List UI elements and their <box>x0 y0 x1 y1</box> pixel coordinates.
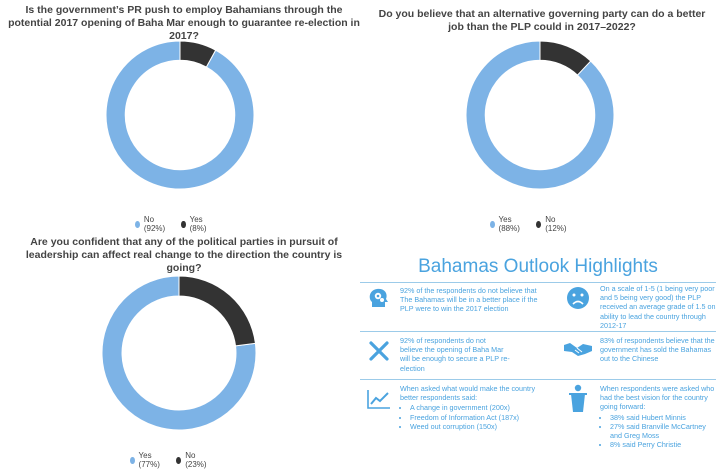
highlight-cell-1: 92% of the respondents do not believe th… <box>400 286 550 314</box>
x-mark-icon <box>369 341 389 361</box>
bullet-item: 38% said Hubert Minnis <box>610 413 718 422</box>
highlight-cell-2: On a scale of 1-5 (1 being very poor and… <box>600 284 720 330</box>
chart-2-legend: Yes (88%) No (12%) <box>490 215 569 233</box>
legend-swatch-no <box>536 220 542 228</box>
divider <box>360 282 716 283</box>
chart-3-legend: Yes (77%) No (23%) <box>130 451 209 469</box>
legend-label: No (92%) <box>143 215 166 233</box>
divider <box>360 331 716 332</box>
highlight-cell-4: 83% of respondents believe that the gove… <box>600 336 715 364</box>
podium-speaker-icon <box>569 384 587 412</box>
bullet-item: 27% said Branville McCartney and Greg Mo… <box>610 422 718 440</box>
highlights-panel: Bahamas Outlook Highlights 92% of the re… <box>356 256 720 474</box>
chart-1-question: Is the government’s PR push to employ Ba… <box>8 4 360 42</box>
chart-1-donut <box>105 40 255 190</box>
donut-slice-no <box>105 40 255 190</box>
legend-label: No (12%) <box>545 215 567 233</box>
highlight-text: 83% of respondents believe that the gove… <box>600 336 715 364</box>
chart-1-legend: No (92%) Yes (8%) <box>135 215 209 233</box>
donut-slice-no <box>178 275 256 347</box>
legend-swatch-no <box>135 220 140 228</box>
legend-swatch-yes <box>130 456 135 464</box>
trend-chart-icon <box>367 390 390 409</box>
legend-label: Yes (77%) <box>138 451 160 469</box>
legend-swatch-yes <box>181 220 186 228</box>
donut-slice-yes <box>179 40 217 68</box>
legend-label: Yes (8%) <box>189 215 207 233</box>
highlights-title: Bahamas Outlook Highlights <box>418 256 658 277</box>
handshake-icon <box>564 343 592 356</box>
highlight-text: When asked what would make the country b… <box>400 384 536 403</box>
brain-gears-icon <box>369 288 388 307</box>
bullet-item: A change in government (200x) <box>410 403 550 412</box>
donut-slice-yes <box>465 40 615 190</box>
legend-item: No (12%) <box>536 215 568 233</box>
bullet-list: 38% said Hubert Minnis 27% said Branvill… <box>600 413 718 450</box>
donut-slice-yes <box>101 275 257 431</box>
divider <box>360 379 716 380</box>
highlight-text: 92% of respondents do not believe the op… <box>400 336 510 373</box>
chart-2-question: Do you believe that an alternative gover… <box>378 8 706 33</box>
legend-item: Yes (8%) <box>181 215 209 233</box>
highlight-cell-3: 92% of respondents do not believe the op… <box>400 336 510 373</box>
chart-2-donut <box>465 40 615 190</box>
chart-3-question: Are you confident that any of the politi… <box>25 236 343 274</box>
sad-face-icon <box>567 287 589 309</box>
chart-3-donut <box>101 275 257 431</box>
highlight-cell-5: When asked what would make the country b… <box>400 384 550 431</box>
highlight-text: 92% of the respondents do not believe th… <box>400 286 538 314</box>
bullet-item: Freedom of Information Act (187x) <box>410 413 550 422</box>
bullet-item: 8% said Perry Christie <box>610 440 718 449</box>
highlight-text: When respondents were asked who had the … <box>600 384 715 412</box>
donut-slice-no <box>539 40 592 76</box>
highlight-text: On a scale of 1-5 (1 being very poor and… <box>600 284 716 330</box>
legend-item: No (23%) <box>176 451 208 469</box>
highlight-cell-6: When respondents were asked who had the … <box>600 384 718 449</box>
legend-label: Yes (88%) <box>498 215 520 233</box>
legend-swatch-yes <box>490 220 495 228</box>
legend-label: No (23%) <box>185 451 207 469</box>
legend-swatch-no <box>176 456 182 464</box>
legend-item: Yes (88%) <box>490 215 522 233</box>
legend-item: No (92%) <box>135 215 167 233</box>
bullet-list: A change in government (200x) Freedom of… <box>400 403 550 431</box>
legend-item: Yes (77%) <box>130 451 162 469</box>
bullet-item: Weed out corruption (150x) <box>410 422 550 431</box>
